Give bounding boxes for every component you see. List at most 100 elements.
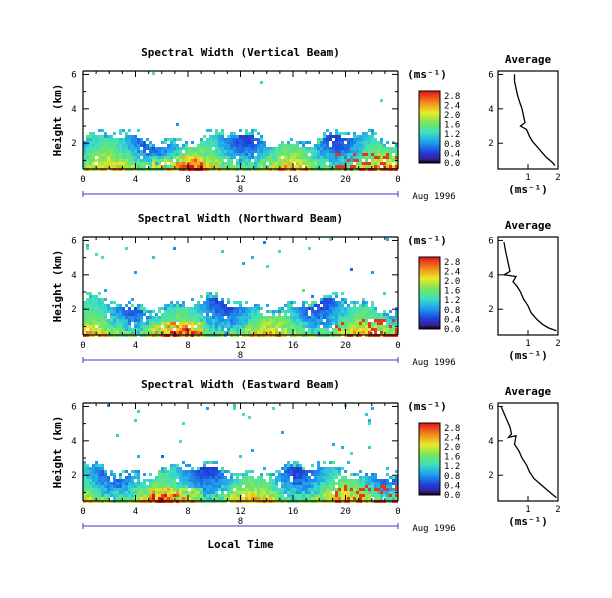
heatmap-cell <box>212 162 215 165</box>
heatmap-cell <box>89 162 92 165</box>
heatmap-cell <box>302 322 305 325</box>
heatmap-cell <box>293 482 296 485</box>
heatmap-cell <box>128 159 131 162</box>
heatmap-cell <box>314 319 317 322</box>
heatmap-cell <box>251 319 254 322</box>
heatmap-cell <box>119 132 122 135</box>
profile-x-label: (ms⁻¹) <box>508 515 548 528</box>
heatmap-cell <box>125 304 128 307</box>
heatmap-cell <box>185 322 188 325</box>
heatmap-cell <box>206 313 209 316</box>
heatmap-cell <box>242 497 245 500</box>
heatmap-cell <box>254 310 257 313</box>
heatmap-cell <box>179 328 182 331</box>
heatmap-cell <box>272 165 275 168</box>
heatmap-cell <box>269 491 272 494</box>
heatmap-cell <box>260 147 263 150</box>
heatmap-cell <box>122 485 125 488</box>
heatmap-cell <box>362 485 365 488</box>
heatmap-cell <box>182 497 185 500</box>
heatmap-cell <box>119 162 122 165</box>
heatmap-cell <box>272 407 275 410</box>
heatmap-cell <box>305 325 308 328</box>
panel-2: Spectral Width (Northward Beam)Height (k… <box>51 212 561 368</box>
heatmap-cell <box>164 491 167 494</box>
heatmap-cell <box>149 153 152 156</box>
heatmap-cell <box>368 328 371 331</box>
heatmap-cell <box>83 307 86 310</box>
heatmap-cell <box>272 497 275 500</box>
heatmap-cell <box>389 319 392 322</box>
heatmap-cell <box>308 476 311 479</box>
heatmap-cell <box>95 298 98 301</box>
heatmap-cell <box>182 304 185 307</box>
heatmap-cell <box>242 491 245 494</box>
heatmap-cell <box>332 307 335 310</box>
heatmap-cell <box>188 476 191 479</box>
heatmap-cell <box>308 150 311 153</box>
heatmap-cell <box>98 310 101 313</box>
heatmap-cell <box>299 479 302 482</box>
heatmap-cell <box>218 479 221 482</box>
heatmap-cell <box>167 313 170 316</box>
heatmap-cell <box>95 135 98 138</box>
heatmap-cell <box>215 497 218 500</box>
heatmap-cell <box>197 150 200 153</box>
heatmap-cell <box>350 479 353 482</box>
heatmap-cell <box>95 313 98 316</box>
heatmap-cell <box>353 132 356 135</box>
heatmap-cell <box>86 322 89 325</box>
heatmap-cell <box>182 473 185 476</box>
heatmap-cell <box>344 298 347 301</box>
heatmap-cell <box>368 482 371 485</box>
heatmap-cell <box>215 307 218 310</box>
heatmap-cell <box>143 156 146 159</box>
heatmap-cell <box>374 141 377 144</box>
heatmap-cell <box>368 153 371 156</box>
heatmap-cell <box>296 464 299 467</box>
heatmap-cell <box>257 479 260 482</box>
heatmap-cell <box>146 147 149 150</box>
heatmap-cell <box>272 159 275 162</box>
heatmap-cell <box>365 325 368 328</box>
heatmap-cell <box>266 310 269 313</box>
heatmap-cell <box>152 310 155 313</box>
heatmap-cell <box>371 150 374 153</box>
heatmap-cell <box>323 322 326 325</box>
heatmap-cell <box>380 316 383 319</box>
heatmap-cell <box>140 316 143 319</box>
heatmap-cell <box>329 316 332 319</box>
heatmap-cell <box>209 476 212 479</box>
heatmap-cell <box>266 153 269 156</box>
heatmap-cell <box>122 144 125 147</box>
heatmap-cell <box>347 141 350 144</box>
colorbar-tick-label: 0.8 <box>444 306 460 316</box>
heatmap-cell <box>329 301 332 304</box>
heatmap-cell <box>254 485 257 488</box>
heatmap-cell <box>254 494 257 497</box>
heatmap-cell <box>176 497 179 500</box>
heatmap-cell <box>92 141 95 144</box>
heatmap-cell <box>263 491 266 494</box>
heatmap-cell <box>371 473 374 476</box>
x-tick-label: 20 <box>340 507 351 517</box>
heatmap-cell <box>134 153 137 156</box>
heatmap-cell <box>359 156 362 159</box>
heatmap-cell <box>227 298 230 301</box>
heatmap-cell <box>317 307 320 310</box>
heatmap-cell <box>383 147 386 150</box>
heatmap-cell <box>329 153 332 156</box>
heatmap-cell <box>167 325 170 328</box>
heatmap-cell <box>104 473 107 476</box>
heatmap-cell <box>92 135 95 138</box>
heatmap-cell <box>386 238 389 241</box>
heatmap-cell <box>245 316 248 319</box>
heatmap-cell <box>89 159 92 162</box>
heatmap-cell <box>170 150 173 153</box>
heatmap-cell <box>296 144 299 147</box>
heatmap-cell <box>371 301 374 304</box>
heatmap-cell <box>248 488 251 491</box>
heatmap-cell <box>299 467 302 470</box>
heatmap-cell <box>209 129 212 132</box>
